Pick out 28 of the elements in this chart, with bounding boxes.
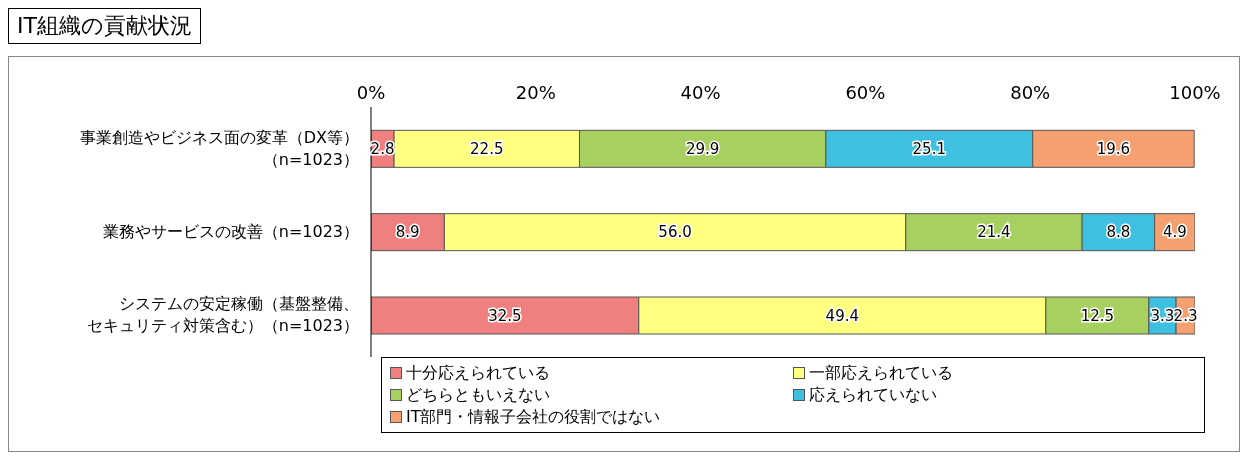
data-label: 4.9 [1162, 223, 1187, 242]
data-label: 49.4 [825, 306, 860, 325]
x-tick-label: 20% [515, 82, 556, 103]
data-label: 8.9 [395, 223, 420, 242]
data-label: 25.1 [912, 139, 946, 158]
data-label: 3.3 [1150, 306, 1175, 325]
data-label: 56.0 [658, 223, 692, 242]
x-tick-label: 60% [845, 82, 886, 103]
data-label: 8.8 [1106, 223, 1131, 242]
x-tick-label: 40% [680, 82, 721, 103]
x-tick-label: 100% [1169, 82, 1221, 103]
data-label: 12.5 [1080, 306, 1115, 325]
data-label: 19.6 [1096, 139, 1131, 158]
text: IT組織の貢献状況 [8, 8, 201, 44]
legend-label: 一部応えられている [809, 362, 953, 384]
data-label: 21.4 [977, 223, 1011, 242]
data-label: 32.5 [488, 306, 522, 325]
y-tick-label: 業務やサービスの改善（n=1023） [102, 221, 359, 241]
data-label: 29.9 [685, 139, 720, 158]
x-tick-label: 80% [1010, 82, 1051, 103]
data-label: 22.5 [470, 139, 504, 158]
legend-label: IT部門・情報子会社の役割ではない [406, 406, 661, 428]
legend-label: 十分応えられている [406, 362, 550, 384]
y-tick-label: 事業創造やビジネス面の変革（DX等）（n=1023） [79, 127, 359, 169]
legend-label: 応えられていない [809, 384, 937, 406]
legend-label: どちらともいえない [406, 384, 550, 406]
y-tick-label: システムの安定稼働（基盤整備、セキュリティ対策含む）（n=1023） [86, 293, 359, 335]
x-tick-label: 0% [356, 82, 386, 103]
